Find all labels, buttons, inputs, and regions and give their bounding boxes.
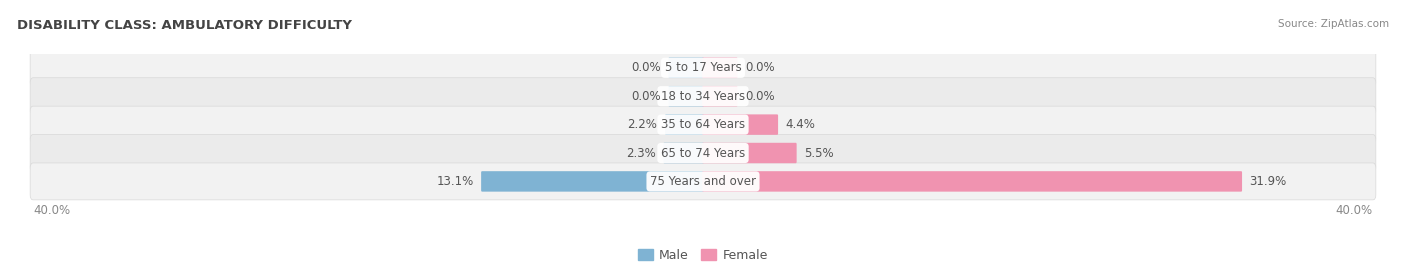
FancyBboxPatch shape (702, 171, 1241, 192)
Text: 0.0%: 0.0% (631, 61, 661, 74)
FancyBboxPatch shape (702, 114, 778, 135)
FancyBboxPatch shape (481, 171, 704, 192)
FancyBboxPatch shape (668, 58, 704, 78)
FancyBboxPatch shape (30, 163, 1376, 200)
FancyBboxPatch shape (702, 143, 797, 163)
FancyBboxPatch shape (665, 114, 704, 135)
Text: 0.0%: 0.0% (631, 90, 661, 103)
Legend: Male, Female: Male, Female (633, 244, 773, 267)
Text: 40.0%: 40.0% (1336, 204, 1372, 217)
Text: 40.0%: 40.0% (34, 204, 70, 217)
FancyBboxPatch shape (702, 86, 738, 106)
Text: 2.2%: 2.2% (627, 118, 658, 131)
Text: DISABILITY CLASS: AMBULATORY DIFFICULTY: DISABILITY CLASS: AMBULATORY DIFFICULTY (17, 19, 352, 32)
Text: 0.0%: 0.0% (745, 90, 775, 103)
Text: 2.3%: 2.3% (626, 147, 655, 159)
Text: 5 to 17 Years: 5 to 17 Years (665, 61, 741, 74)
Text: Source: ZipAtlas.com: Source: ZipAtlas.com (1278, 19, 1389, 29)
Text: 0.0%: 0.0% (745, 61, 775, 74)
Text: 65 to 74 Years: 65 to 74 Years (661, 147, 745, 159)
Text: 18 to 34 Years: 18 to 34 Years (661, 90, 745, 103)
Text: 5.5%: 5.5% (804, 147, 834, 159)
Text: 35 to 64 Years: 35 to 64 Years (661, 118, 745, 131)
Text: 75 Years and over: 75 Years and over (650, 175, 756, 188)
FancyBboxPatch shape (664, 143, 704, 163)
FancyBboxPatch shape (30, 135, 1376, 172)
FancyBboxPatch shape (668, 86, 704, 106)
FancyBboxPatch shape (30, 106, 1376, 143)
Text: 4.4%: 4.4% (786, 118, 815, 131)
FancyBboxPatch shape (30, 78, 1376, 115)
FancyBboxPatch shape (30, 49, 1376, 86)
Text: 31.9%: 31.9% (1250, 175, 1286, 188)
FancyBboxPatch shape (702, 58, 738, 78)
Text: 13.1%: 13.1% (436, 175, 474, 188)
